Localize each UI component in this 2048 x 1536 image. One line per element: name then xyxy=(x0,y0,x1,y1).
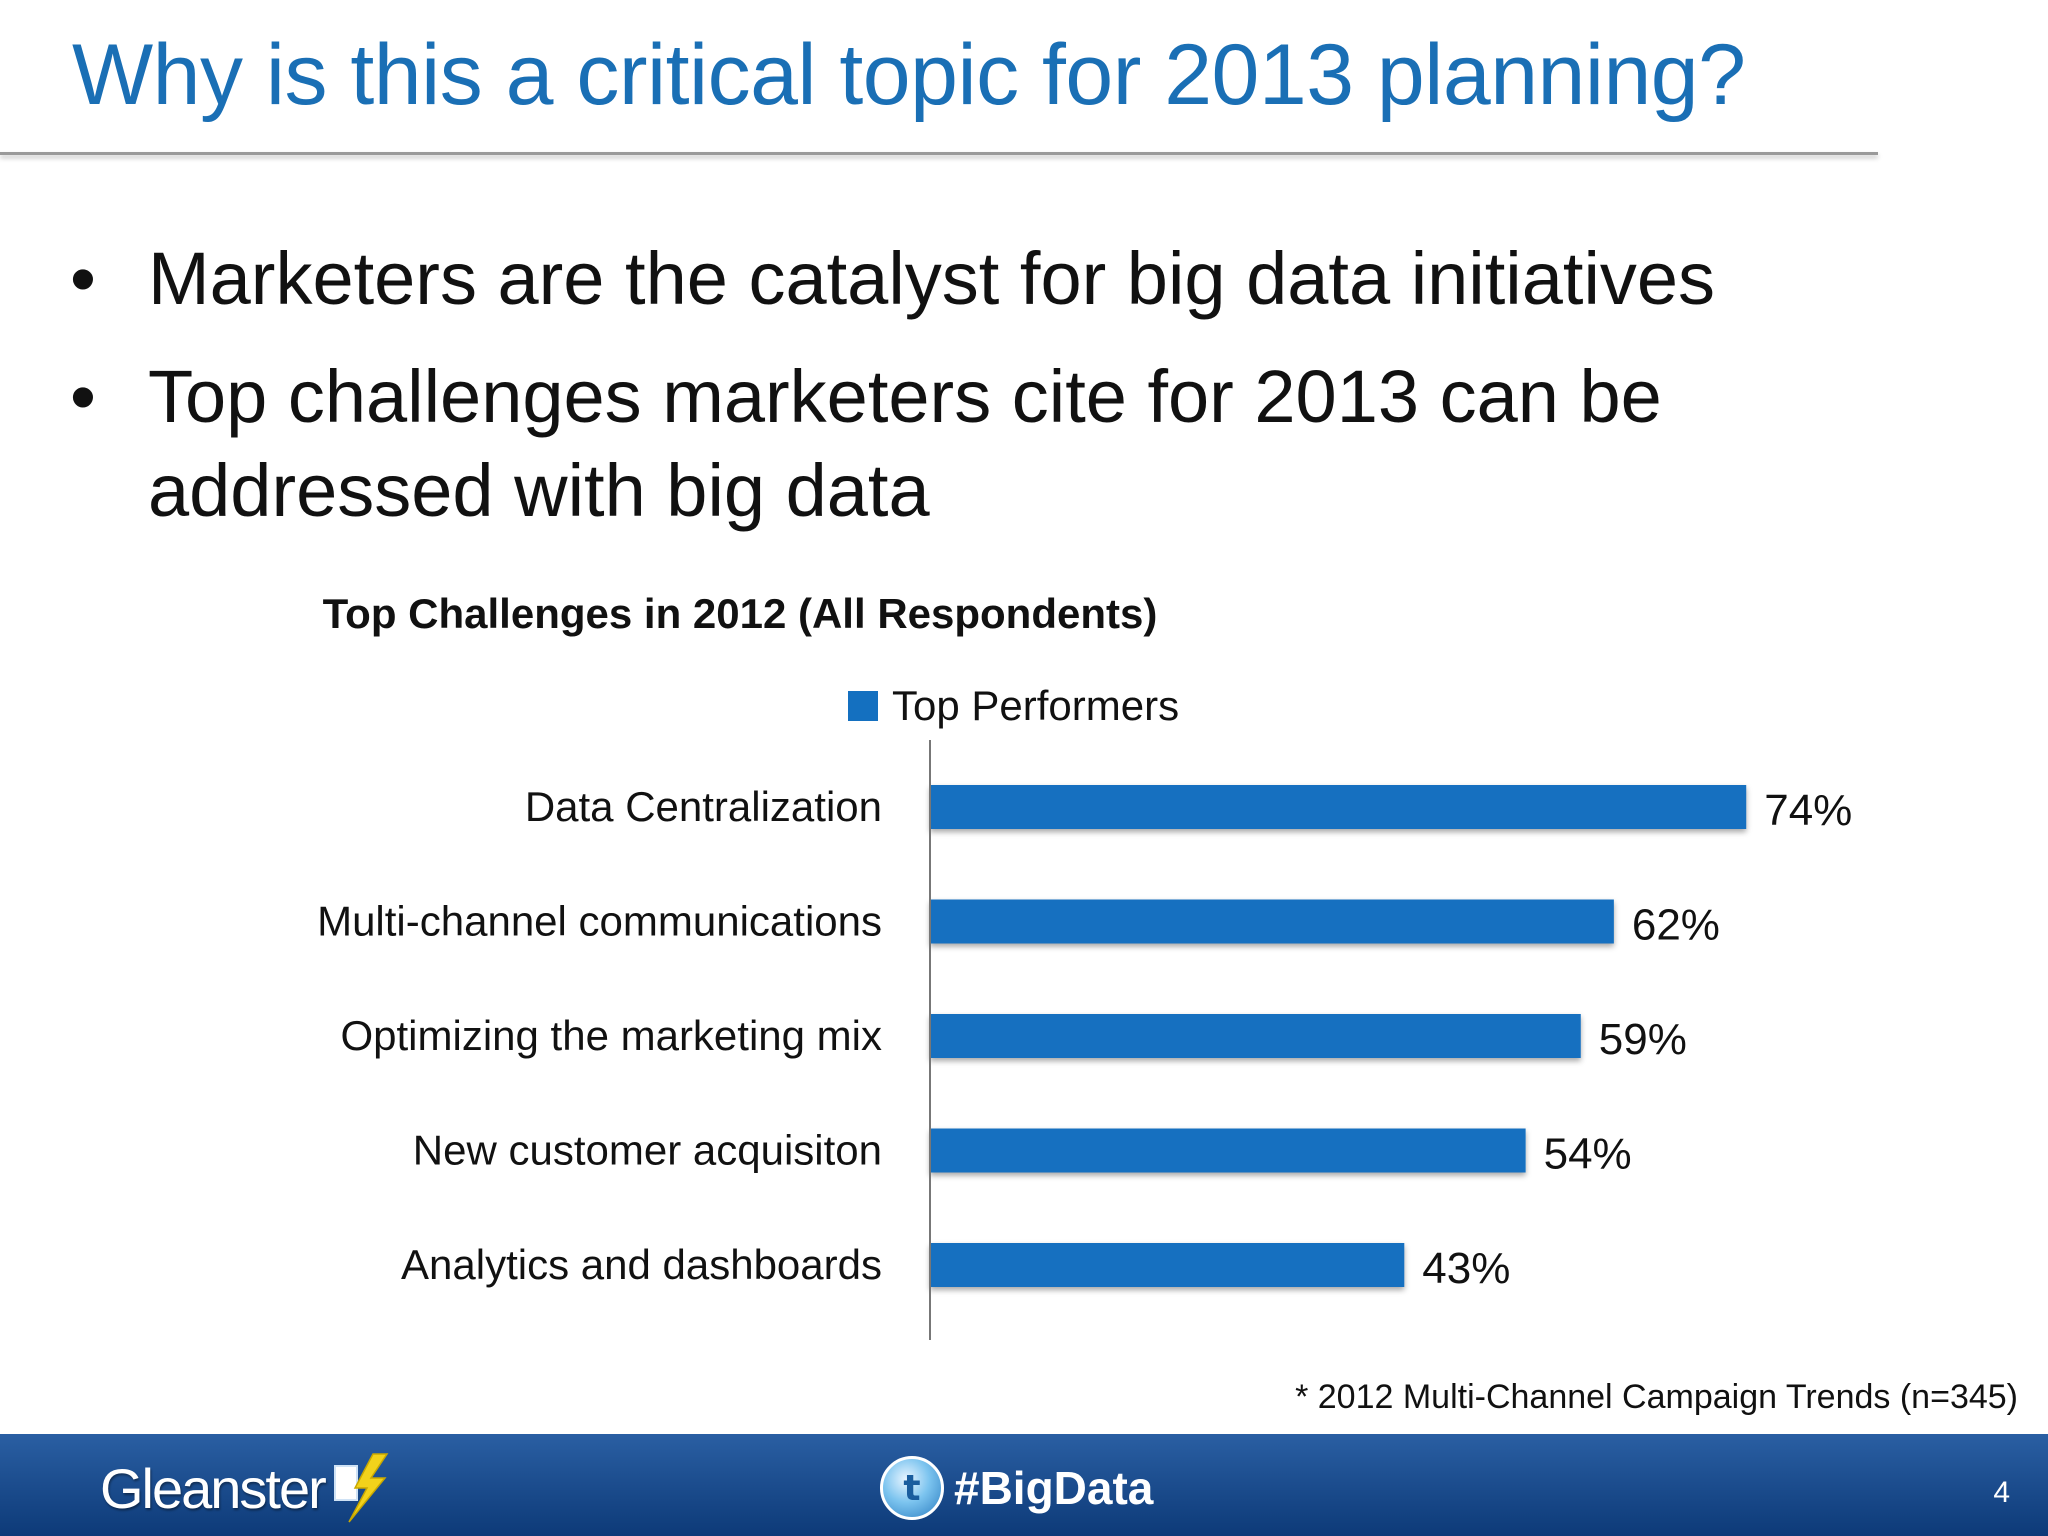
bar-0 xyxy=(930,785,1747,829)
brand-name: Gleanster xyxy=(100,1456,327,1520)
chart-container: Top Challenges in 2012 (All Respondents)… xyxy=(100,570,2030,1390)
page-number: 4 xyxy=(1993,1476,2010,1509)
data-label: 54% xyxy=(1544,1130,1632,1179)
slide-title: Why is this a critical topic for 2013 pl… xyxy=(72,27,1746,123)
bullet-item: • Marketers are the catalyst for big dat… xyxy=(70,232,1920,326)
bullet-dot: • xyxy=(70,355,96,438)
bullet-list: • Marketers are the catalyst for big dat… xyxy=(70,232,1920,562)
bar-2 xyxy=(930,1014,1581,1058)
bar-4 xyxy=(930,1243,1405,1287)
chart-legend: Top Performers xyxy=(848,682,1179,730)
hashtag-text: #BigData xyxy=(954,1462,1154,1514)
category-label: Analytics and dashboards xyxy=(401,1241,882,1288)
category-label: New customer acquisiton xyxy=(413,1127,882,1174)
lightning-bolt-icon xyxy=(333,1453,389,1523)
footnote: * 2012 Multi-Channel Campaign Trends (n=… xyxy=(1295,1378,2018,1416)
brand-logo: Gleanster xyxy=(100,1452,389,1524)
footer-bar: Gleanster t #BigData 4 xyxy=(0,1434,2048,1536)
bullet-text: Top challenges marketers cite for 2013 c… xyxy=(148,355,1662,532)
category-label: Multi-channel communications xyxy=(317,898,882,945)
category-label: Data Centralization xyxy=(525,783,882,830)
chart-title: Top Challenges in 2012 (All Respondents) xyxy=(322,590,1158,637)
bar-chart: Data Centralization 74% Multi-channel comm… xyxy=(317,740,1852,1340)
legend-label: Top Performers xyxy=(892,682,1180,729)
bullet-text: Marketers are the catalyst for big data … xyxy=(148,237,1716,320)
bullet-dot: • xyxy=(70,237,96,320)
category-label: Optimizing the marketing mix xyxy=(340,1012,882,1059)
bar-1 xyxy=(930,899,1614,944)
bar-3 xyxy=(930,1128,1526,1173)
data-label: 62% xyxy=(1632,901,1720,950)
bullet-item: • Top challenges marketers cite for 2013… xyxy=(70,350,1920,538)
legend-swatch xyxy=(848,691,878,721)
title-divider xyxy=(0,152,1878,155)
data-label: 59% xyxy=(1599,1015,1687,1064)
hashtag-group: t #BigData xyxy=(880,1456,1153,1520)
data-label: 74% xyxy=(1764,786,1852,835)
twitter-icon: t xyxy=(880,1456,944,1520)
data-label: 43% xyxy=(1422,1244,1510,1293)
